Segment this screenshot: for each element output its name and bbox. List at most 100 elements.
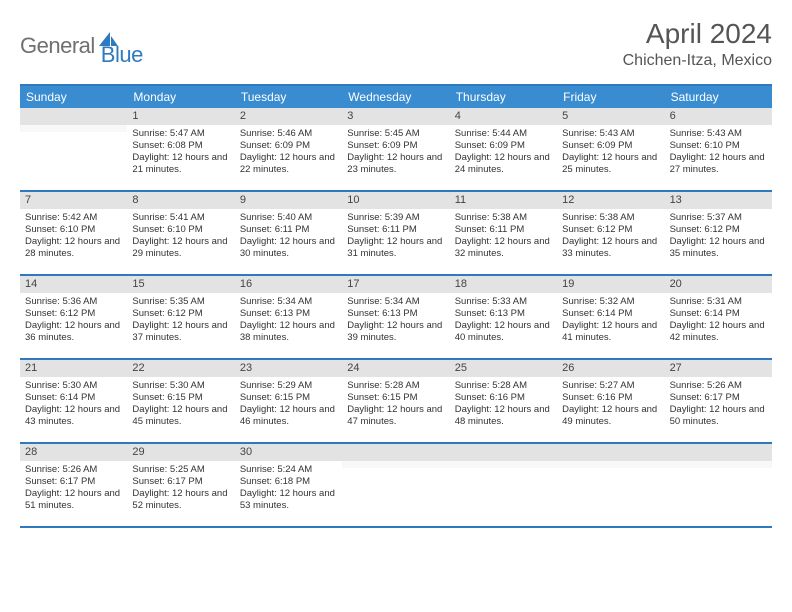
day-number: 15	[127, 276, 234, 293]
brand-logo: General Blue	[20, 18, 143, 68]
sunrise-text: Sunrise: 5:43 AM	[562, 128, 659, 140]
sunrise-text: Sunrise: 5:39 AM	[347, 212, 444, 224]
calendar-day: 15Sunrise: 5:35 AMSunset: 6:12 PMDayligh…	[127, 276, 234, 358]
day-details: Sunrise: 5:45 AMSunset: 6:09 PMDaylight:…	[342, 125, 449, 180]
day-details: Sunrise: 5:43 AMSunset: 6:10 PMDaylight:…	[665, 125, 772, 180]
calendar-day-empty	[450, 444, 557, 526]
sunrise-text: Sunrise: 5:46 AM	[240, 128, 337, 140]
sunset-text: Sunset: 6:12 PM	[25, 308, 122, 320]
day-number: 12	[557, 192, 664, 209]
day-number: 28	[20, 444, 127, 461]
calendar-day-empty	[20, 108, 127, 190]
daylight-text: Daylight: 12 hours and 38 minutes.	[240, 320, 337, 344]
weekday-header: Monday	[127, 86, 234, 108]
day-number	[450, 444, 557, 461]
sunset-text: Sunset: 6:15 PM	[132, 392, 229, 404]
sunrise-text: Sunrise: 5:26 AM	[25, 464, 122, 476]
sunrise-text: Sunrise: 5:26 AM	[670, 380, 767, 392]
calendar-day-empty	[665, 444, 772, 526]
day-number: 14	[20, 276, 127, 293]
daylight-text: Daylight: 12 hours and 48 minutes.	[455, 404, 552, 428]
day-number: 3	[342, 108, 449, 125]
day-number: 1	[127, 108, 234, 125]
brand-general: General	[20, 33, 95, 59]
daylight-text: Daylight: 12 hours and 37 minutes.	[132, 320, 229, 344]
sunset-text: Sunset: 6:09 PM	[562, 140, 659, 152]
day-details: Sunrise: 5:39 AMSunset: 6:11 PMDaylight:…	[342, 209, 449, 264]
day-number	[557, 444, 664, 461]
calendar-day: 28Sunrise: 5:26 AMSunset: 6:17 PMDayligh…	[20, 444, 127, 526]
day-details: Sunrise: 5:28 AMSunset: 6:15 PMDaylight:…	[342, 377, 449, 432]
calendar-day: 19Sunrise: 5:32 AMSunset: 6:14 PMDayligh…	[557, 276, 664, 358]
day-number	[20, 108, 127, 125]
sunset-text: Sunset: 6:14 PM	[562, 308, 659, 320]
day-details: Sunrise: 5:29 AMSunset: 6:15 PMDaylight:…	[235, 377, 342, 432]
sunset-text: Sunset: 6:13 PM	[240, 308, 337, 320]
day-details	[557, 461, 664, 468]
calendar-week: 28Sunrise: 5:26 AMSunset: 6:17 PMDayligh…	[20, 444, 772, 528]
day-details: Sunrise: 5:37 AMSunset: 6:12 PMDaylight:…	[665, 209, 772, 264]
daylight-text: Daylight: 12 hours and 42 minutes.	[670, 320, 767, 344]
day-number: 29	[127, 444, 234, 461]
sunrise-text: Sunrise: 5:30 AM	[25, 380, 122, 392]
day-details: Sunrise: 5:35 AMSunset: 6:12 PMDaylight:…	[127, 293, 234, 348]
sunset-text: Sunset: 6:16 PM	[455, 392, 552, 404]
calendar-day-empty	[557, 444, 664, 526]
calendar: SundayMondayTuesdayWednesdayThursdayFrid…	[20, 84, 772, 528]
day-details: Sunrise: 5:34 AMSunset: 6:13 PMDaylight:…	[235, 293, 342, 348]
daylight-text: Daylight: 12 hours and 47 minutes.	[347, 404, 444, 428]
weekday-header: Saturday	[665, 86, 772, 108]
sunset-text: Sunset: 6:11 PM	[240, 224, 337, 236]
sunrise-text: Sunrise: 5:44 AM	[455, 128, 552, 140]
sunrise-text: Sunrise: 5:28 AM	[347, 380, 444, 392]
day-number: 21	[20, 360, 127, 377]
daylight-text: Daylight: 12 hours and 46 minutes.	[240, 404, 337, 428]
daylight-text: Daylight: 12 hours and 32 minutes.	[455, 236, 552, 260]
brand-blue: Blue	[101, 24, 143, 68]
daylight-text: Daylight: 12 hours and 52 minutes.	[132, 488, 229, 512]
calendar-day: 6Sunrise: 5:43 AMSunset: 6:10 PMDaylight…	[665, 108, 772, 190]
sunrise-text: Sunrise: 5:47 AM	[132, 128, 229, 140]
day-number: 17	[342, 276, 449, 293]
weekday-header: Tuesday	[235, 86, 342, 108]
daylight-text: Daylight: 12 hours and 40 minutes.	[455, 320, 552, 344]
day-details: Sunrise: 5:30 AMSunset: 6:14 PMDaylight:…	[20, 377, 127, 432]
daylight-text: Daylight: 12 hours and 27 minutes.	[670, 152, 767, 176]
calendar-day: 27Sunrise: 5:26 AMSunset: 6:17 PMDayligh…	[665, 360, 772, 442]
calendar-day: 13Sunrise: 5:37 AMSunset: 6:12 PMDayligh…	[665, 192, 772, 274]
day-number: 16	[235, 276, 342, 293]
day-details: Sunrise: 5:24 AMSunset: 6:18 PMDaylight:…	[235, 461, 342, 516]
sunrise-text: Sunrise: 5:30 AM	[132, 380, 229, 392]
day-details: Sunrise: 5:34 AMSunset: 6:13 PMDaylight:…	[342, 293, 449, 348]
daylight-text: Daylight: 12 hours and 45 minutes.	[132, 404, 229, 428]
sunset-text: Sunset: 6:12 PM	[132, 308, 229, 320]
sunrise-text: Sunrise: 5:41 AM	[132, 212, 229, 224]
day-number: 19	[557, 276, 664, 293]
day-number: 7	[20, 192, 127, 209]
day-number	[342, 444, 449, 461]
sunset-text: Sunset: 6:11 PM	[347, 224, 444, 236]
calendar-week: 1Sunrise: 5:47 AMSunset: 6:08 PMDaylight…	[20, 108, 772, 192]
day-details: Sunrise: 5:26 AMSunset: 6:17 PMDaylight:…	[20, 461, 127, 516]
day-number: 23	[235, 360, 342, 377]
sunset-text: Sunset: 6:10 PM	[132, 224, 229, 236]
day-details: Sunrise: 5:38 AMSunset: 6:12 PMDaylight:…	[557, 209, 664, 264]
sunset-text: Sunset: 6:17 PM	[132, 476, 229, 488]
weekday-header-row: SundayMondayTuesdayWednesdayThursdayFrid…	[20, 86, 772, 108]
sunset-text: Sunset: 6:12 PM	[562, 224, 659, 236]
sunset-text: Sunset: 6:14 PM	[670, 308, 767, 320]
daylight-text: Daylight: 12 hours and 49 minutes.	[562, 404, 659, 428]
sunrise-text: Sunrise: 5:36 AM	[25, 296, 122, 308]
daylight-text: Daylight: 12 hours and 25 minutes.	[562, 152, 659, 176]
daylight-text: Daylight: 12 hours and 33 minutes.	[562, 236, 659, 260]
day-details	[665, 461, 772, 468]
day-details: Sunrise: 5:32 AMSunset: 6:14 PMDaylight:…	[557, 293, 664, 348]
sunrise-text: Sunrise: 5:27 AM	[562, 380, 659, 392]
day-number: 22	[127, 360, 234, 377]
day-number: 30	[235, 444, 342, 461]
sunrise-text: Sunrise: 5:35 AM	[132, 296, 229, 308]
day-details: Sunrise: 5:36 AMSunset: 6:12 PMDaylight:…	[20, 293, 127, 348]
day-details: Sunrise: 5:27 AMSunset: 6:16 PMDaylight:…	[557, 377, 664, 432]
calendar-day: 1Sunrise: 5:47 AMSunset: 6:08 PMDaylight…	[127, 108, 234, 190]
day-number: 10	[342, 192, 449, 209]
